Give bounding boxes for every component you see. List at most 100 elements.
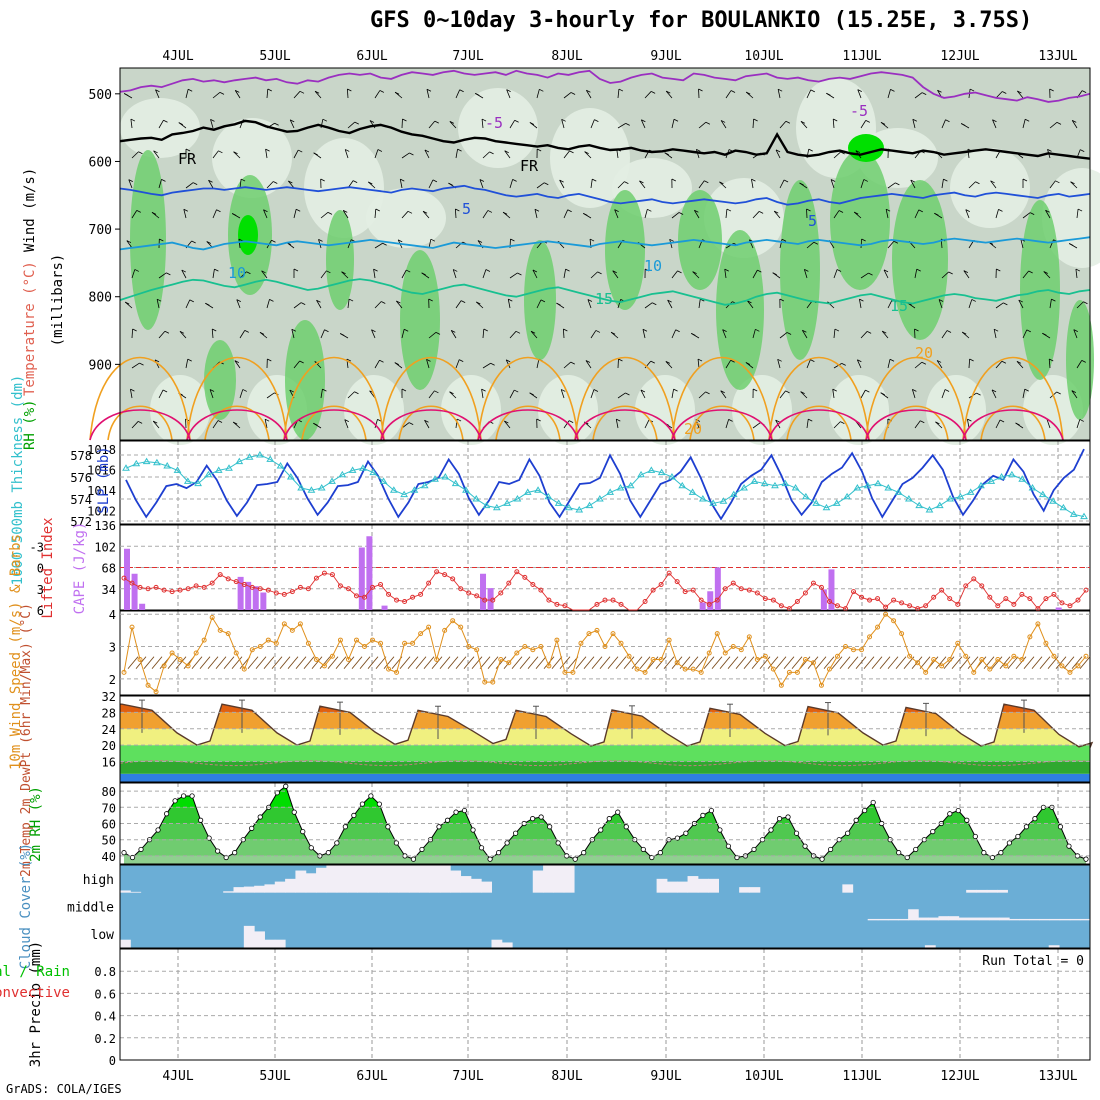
thickness-point (915, 501, 924, 509)
isotherm-label: 20 (684, 420, 702, 438)
ylabel: Cloud Cover (%) (18, 843, 34, 969)
wind-barb-flag (1001, 360, 1007, 364)
wind-barb-flag (840, 151, 845, 155)
wind-barb (747, 300, 754, 309)
wind-barb-flag (187, 88, 193, 92)
wind10-point (1027, 634, 1033, 640)
wind-barb (208, 180, 214, 189)
wind-barb (806, 241, 815, 249)
wind-barb (374, 242, 383, 249)
wind10-point (514, 650, 520, 656)
wind-barb-flag (777, 88, 783, 92)
y-tick-label: 1012 (87, 505, 116, 519)
cloud-cell-high (553, 865, 565, 893)
thickness-point (822, 503, 831, 511)
rh-light-patch (150, 375, 210, 445)
wind-barb-flag (584, 151, 589, 154)
wind-barb (617, 123, 626, 129)
li-point (137, 584, 143, 590)
wind-barb-flag (910, 179, 915, 183)
wind-barb-flag (490, 362, 495, 366)
wind-barb-flag (1072, 120, 1077, 123)
wind-barb-flag (240, 178, 246, 182)
thickness-point (1059, 503, 1068, 511)
temp-band (120, 761, 1090, 774)
wind-barb-flag (515, 330, 521, 334)
wind10-barb (271, 656, 283, 669)
wind10-barb (799, 656, 811, 669)
wind10-barb (543, 656, 555, 669)
rh-point (385, 824, 391, 830)
thickness-point (173, 466, 182, 473)
wind-barb (560, 389, 565, 399)
wind-barb-flag (457, 148, 462, 152)
panel0-ylabel-parts: RH (%) Temperature (°C) Wind (m/s) (22, 168, 38, 450)
wind-barb-flag (614, 209, 619, 213)
wind10-barb (639, 656, 651, 669)
wind-barb (881, 330, 889, 339)
wind-barb (266, 88, 269, 99)
wind-barb (504, 420, 511, 429)
wind-barb (371, 329, 376, 339)
wind10-point (153, 689, 159, 695)
wind10-point (690, 666, 696, 672)
cloud-level-label: high (83, 873, 114, 888)
panel-frame (119, 948, 1091, 1061)
wind-barb (914, 209, 920, 219)
wind-barb (803, 269, 808, 279)
li-point (474, 593, 480, 599)
wind-barb-flag (529, 122, 535, 125)
panel-frame (119, 782, 1091, 865)
ylabel: 2m RH (%) (28, 786, 44, 862)
wind10-barb (551, 656, 563, 669)
y-tick-label: 80 (102, 785, 116, 799)
wind10-point (418, 631, 424, 637)
wind-barb (266, 181, 274, 189)
wind-barb (185, 182, 194, 189)
wind-barb (185, 359, 189, 369)
wind10-point (674, 660, 680, 666)
wind-barb (131, 210, 138, 219)
wind-barb-flag (647, 208, 652, 212)
cloud-cell-high (336, 865, 348, 893)
wind-barb-flag (479, 179, 485, 182)
wind-barb (401, 329, 405, 339)
wind-barb (963, 270, 970, 279)
wind-barb-flag (806, 208, 811, 212)
cape-bar (260, 592, 267, 610)
wind-barb (1043, 271, 1051, 279)
y-tick-label: 6 (37, 604, 44, 618)
li-point (883, 604, 889, 610)
temp-band (120, 773, 1090, 782)
y-tick-label: -3 (30, 540, 44, 554)
li-point (145, 586, 151, 592)
wind-barb-flag (354, 121, 359, 125)
rh-light-patch (538, 375, 598, 445)
li-point (434, 569, 440, 575)
x-label-top: 7JUL (452, 49, 483, 64)
wind-barb-flag (532, 269, 538, 273)
wind-barb-flag (1043, 271, 1048, 274)
wind-barb-flag (799, 182, 804, 186)
wind-barb (563, 150, 570, 159)
wind-barb-flag (999, 419, 1005, 423)
li-point (153, 584, 159, 590)
thickness-point (678, 481, 687, 489)
wind-barb (1046, 419, 1051, 429)
wind10-point (915, 660, 921, 666)
wind-barb (779, 239, 783, 249)
rh-point (853, 817, 859, 823)
wind-barb (482, 151, 490, 159)
wind-barb-flag (487, 210, 493, 213)
wind-barb (347, 121, 356, 129)
cloud-cell-high (398, 865, 410, 893)
wind-barb (806, 419, 809, 429)
wind-barb-flag (865, 120, 870, 123)
wind-barb-flag (753, 118, 758, 122)
li-point (690, 587, 696, 593)
rh-point (734, 854, 740, 861)
rh-point (870, 799, 876, 806)
wind-barb-flag (745, 362, 751, 365)
wind-barb (665, 90, 673, 99)
isotherm-10 (119, 236, 1091, 251)
